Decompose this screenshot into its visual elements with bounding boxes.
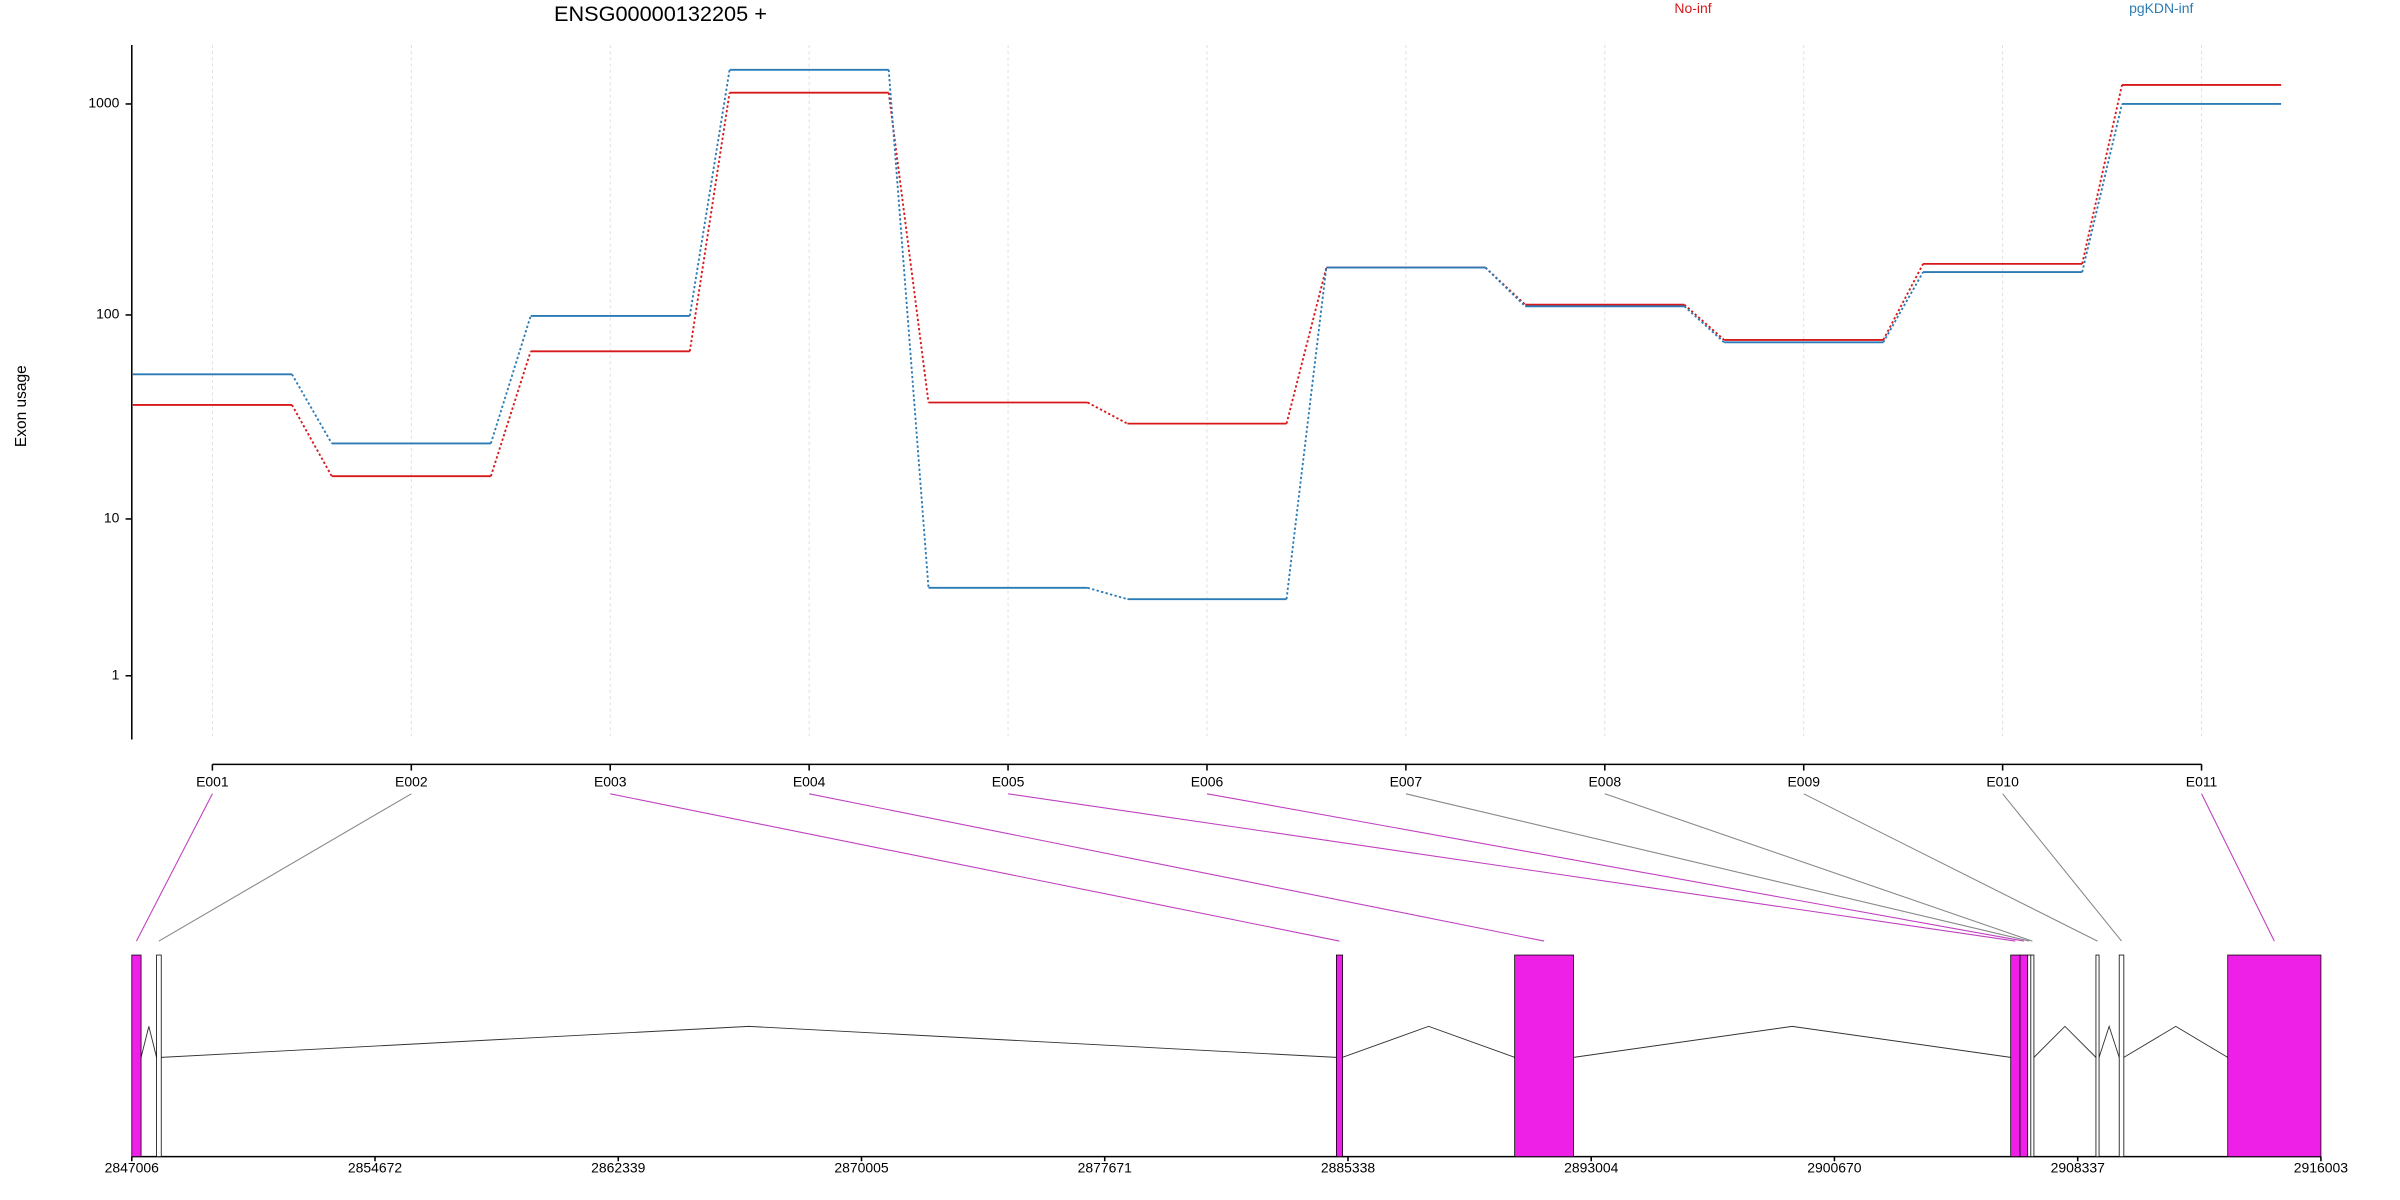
series-connector [1683,305,1725,344]
series-connector [489,315,532,444]
x-tick-label: E008 [1589,774,1622,790]
exon [2227,954,2322,1157]
series-connector [291,404,333,477]
exon [2010,954,2021,1157]
series-connector [489,351,532,477]
x-tick-label: E006 [1191,774,1224,790]
series-connector [1683,303,1725,341]
intron [1342,1025,1515,1058]
x-tick-label: 2893004 [1564,1160,1619,1176]
exon [2019,954,2029,1157]
x-tick-label: 2900670 [1807,1160,1862,1176]
series-connector [688,69,731,317]
exon-link [1206,793,2024,942]
exon-link [2201,793,2275,942]
series-connector [1087,401,1128,425]
exon-link [158,793,412,942]
x-tick-label: 2847006 [105,1160,160,1176]
intron [2123,1025,2228,1058]
x-tick-label: 2877671 [1078,1160,1133,1176]
series-connector [887,69,930,588]
x-tick-label: E002 [395,774,428,790]
series-connector [887,92,930,403]
series-connector [1285,267,1328,424]
series-connector [1285,267,1328,600]
x-tick-label: E001 [196,774,229,790]
y-tick-label: 100 [96,306,120,322]
exon [2030,954,2035,1157]
intron [140,1026,158,1058]
x-tick-label: 2870005 [834,1160,889,1176]
x-tick-label: E010 [1986,774,2019,790]
exon [2027,954,2032,1157]
exon-link [2002,793,2122,942]
exon-link [1405,793,2030,942]
series-connector [1087,586,1128,601]
x-tick-label: E007 [1390,774,1423,790]
chart-title: ENSG00000132205 + [554,1,767,26]
exon [1514,954,1574,1157]
exon [131,954,142,1157]
series-connector [1882,271,1924,343]
exon-link [1007,793,2016,942]
intron [2033,1025,2097,1058]
exon [156,954,162,1157]
series-connector [2081,84,2123,265]
y-tick-label: 1000 [88,95,119,111]
y-tick-label: 10 [104,510,120,526]
intron [161,1025,1337,1058]
exon [2095,954,2100,1157]
x-tick-label: 2908337 [2051,1160,2106,1176]
exon-link [809,793,1545,942]
x-tick-label: E003 [594,774,627,790]
x-tick-label: E005 [992,774,1025,790]
exon [1335,954,1343,1157]
series-connector [1484,266,1526,307]
intron [1573,1025,2011,1058]
exon-link [1803,793,2098,942]
x-tick-label: 2854672 [348,1160,403,1176]
exon [2118,954,2125,1157]
series-connector [688,92,731,352]
y-tick-label: 1 [112,666,120,682]
series-connector [1484,266,1526,306]
series-connector [2081,103,2123,273]
legend-label: pgKDN-inf [2129,0,2193,16]
series-connector [1882,263,1924,341]
x-tick-label: 2916003 [2294,1160,2349,1176]
legend-label: No-inf [1674,0,1711,16]
intron [2098,1024,2120,1058]
x-tick-label: 2862339 [591,1160,646,1176]
series-connector [291,373,333,444]
x-tick-label: E011 [2186,774,2218,790]
x-tick-label: E004 [793,774,826,790]
x-tick-label: E009 [1787,774,1820,790]
exon-link [610,793,1340,942]
y-axis-label: Exon usage [13,365,30,447]
exon-link [1604,793,2033,942]
x-tick-label: 2885338 [1321,1160,1376,1176]
exon-link [135,793,213,942]
